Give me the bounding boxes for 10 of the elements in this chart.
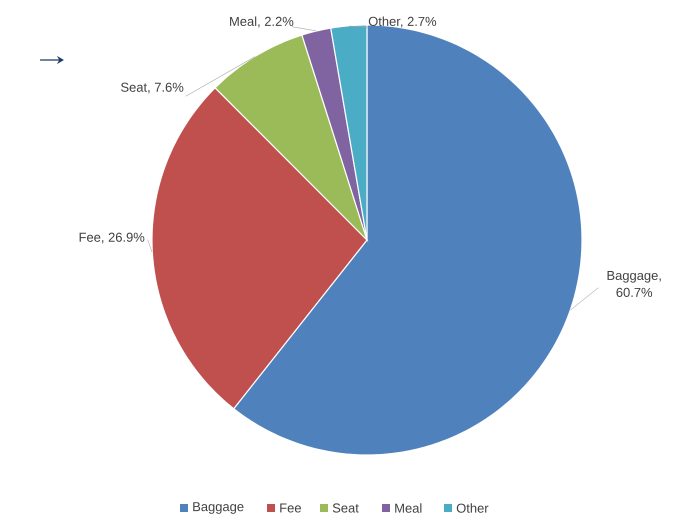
data-label: Seat, 7.6% (121, 82, 184, 94)
data-label: Other, 2.7% (368, 16, 436, 28)
legend-label: Seat (332, 503, 359, 513)
legend-label: Meal (395, 503, 422, 513)
data-label: Meal, 2.2% (230, 16, 294, 28)
legend-label: Baggage (193, 502, 244, 514)
legend-label: Other (456, 503, 488, 513)
data-label: Fee, 26.9% (80, 232, 144, 244)
data-label: Baggage, 60.7% (608, 271, 661, 297)
legend-label: Fee (280, 503, 301, 513)
